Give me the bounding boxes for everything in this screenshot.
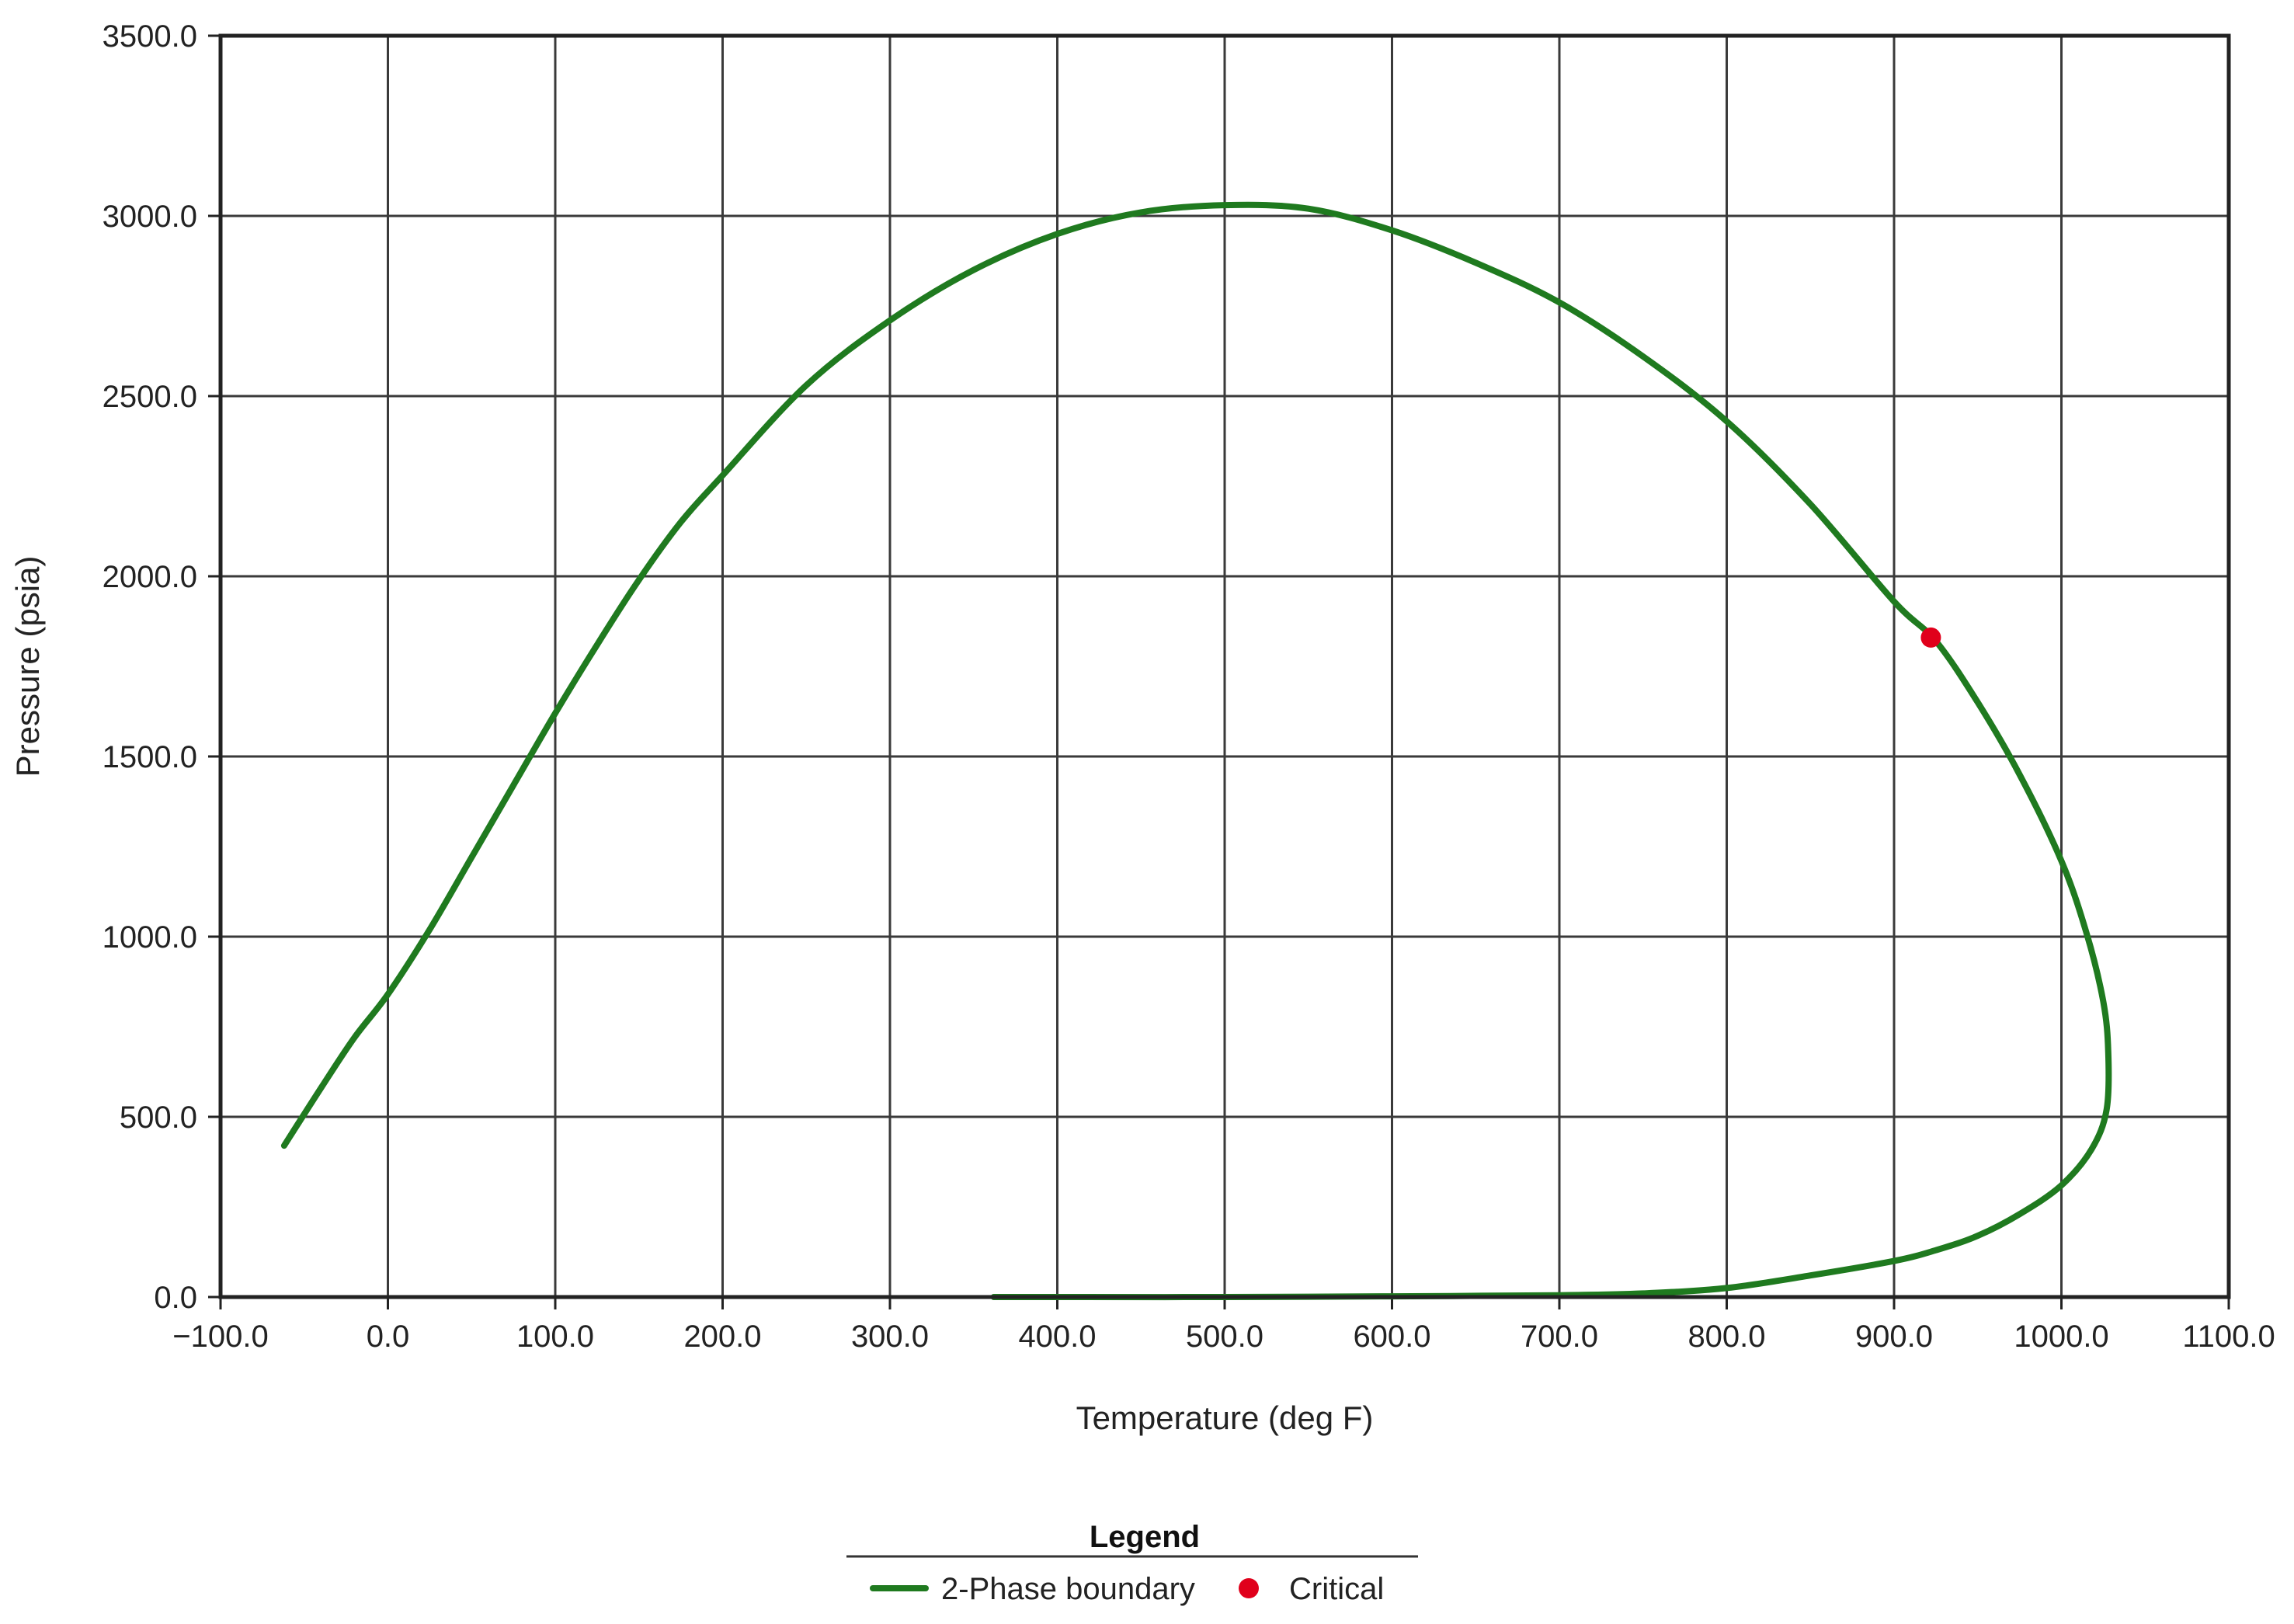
x-tick-label: 800.0 — [1687, 1320, 1765, 1354]
y-tick-label: 3000.0 — [103, 200, 197, 234]
legend-dot-swatch — [1239, 1578, 1259, 1598]
series-line-2-phase-boundary — [280, 201, 2112, 1301]
x-tick-label: 400.0 — [1018, 1320, 1096, 1354]
y-tick-label: 500.0 — [120, 1101, 197, 1135]
legend: Legend 2-Phase boundary Critical — [846, 1520, 1418, 1606]
axis-ticks — [208, 34, 2230, 1309]
y-tick-label: 1500.0 — [103, 740, 197, 774]
x-tick-label: 600.0 — [1353, 1320, 1430, 1354]
x-tick-label: 300.0 — [851, 1320, 929, 1354]
y-tick-label: 1000.0 — [103, 920, 197, 955]
y-tick-label: 2500.0 — [103, 380, 197, 414]
x-tick-label: 1100.0 — [2182, 1320, 2275, 1354]
critical-point — [1920, 627, 1941, 648]
x-tick-label: 700.0 — [1521, 1320, 1598, 1354]
x-tick-label: 200.0 — [683, 1320, 761, 1354]
legend-title: Legend — [1090, 1520, 1200, 1554]
y-tick-label: 0.0 — [154, 1281, 197, 1315]
series — [280, 201, 2112, 1301]
x-tick-label: 0.0 — [367, 1320, 410, 1354]
x-tick-label: −100.0 — [172, 1320, 268, 1354]
x-tick-label: 900.0 — [1855, 1320, 1933, 1354]
y-tick-label: 3500.0 — [103, 19, 197, 54]
x-tick-label: 100.0 — [516, 1320, 594, 1354]
x-axis-title: Temperature (deg F) — [1076, 1400, 1374, 1436]
tick-labels: −100.0 0.0 100.0 200.0 300.0 400.0 500.0 600.0 7… — [103, 19, 2275, 1354]
legend-label-critical: Critical — [1289, 1572, 1384, 1606]
x-tick-label: 500.0 — [1186, 1320, 1263, 1354]
y-axis-title: Pressure (psia) — [9, 556, 46, 777]
y-tick-label: 2000.0 — [103, 560, 197, 594]
legend-label-2-phase-boundary: 2-Phase boundary — [941, 1572, 1195, 1606]
plot-frame — [218, 33, 2231, 1299]
x-tick-label: 1000.0 — [2014, 1320, 2108, 1354]
